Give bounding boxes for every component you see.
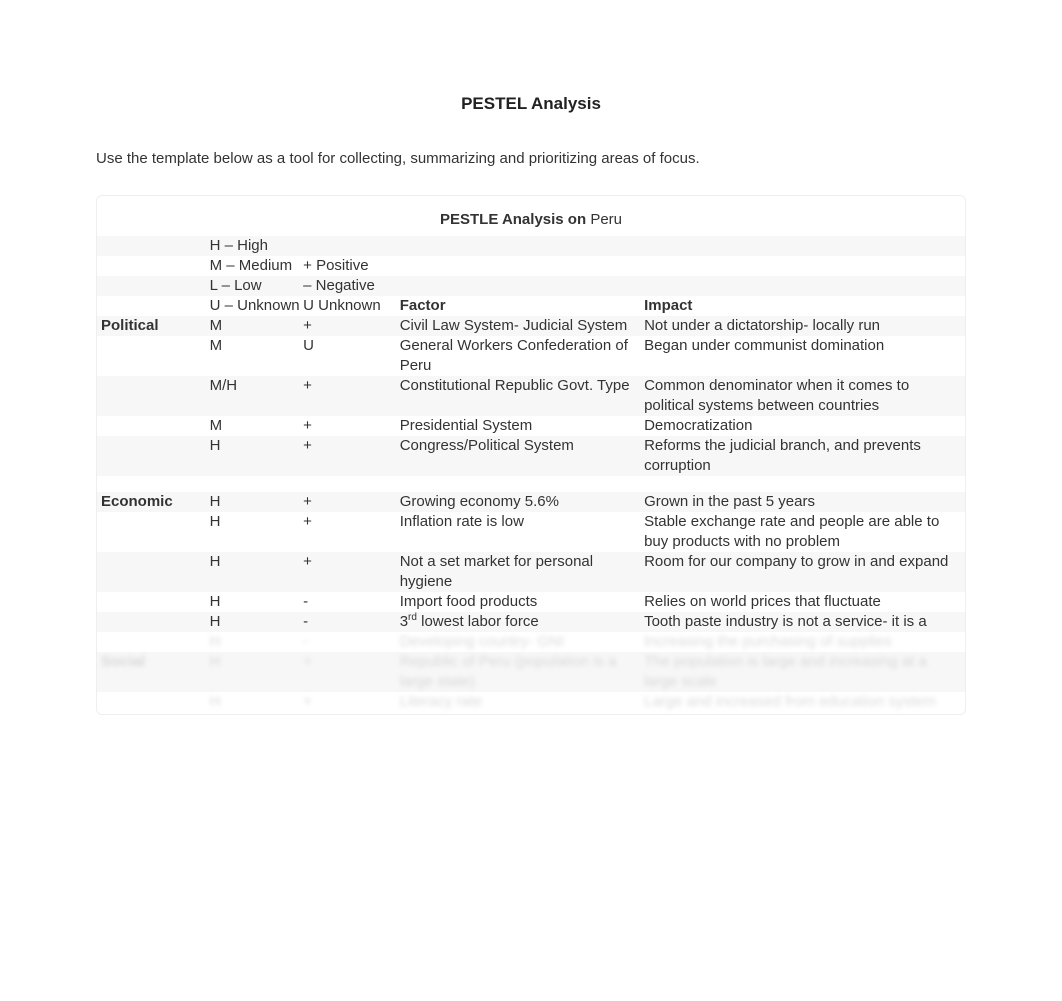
pestle-table-container: PESTLE Analysis on Peru H – High M – Med… xyxy=(96,195,966,715)
cell-factor: Import food products xyxy=(396,592,640,612)
cell-factor: Civil Law System- Judicial System xyxy=(396,316,640,336)
cell-rating: H xyxy=(206,552,300,592)
cell-rating: H xyxy=(206,436,300,476)
cell-sign: - xyxy=(299,592,396,612)
page-title: PESTEL Analysis xyxy=(96,94,966,114)
table-row: Economic H + Growing economy 5.6% Grown … xyxy=(97,492,965,512)
cell-factor: General Workers Confederation of Peru xyxy=(396,336,640,376)
table-row-faded: H - Developing country- GNI Increasing t… xyxy=(97,632,965,652)
cell-rating: H xyxy=(206,492,300,512)
cell-impact: Tooth paste industry is not a service- i… xyxy=(640,612,965,632)
cell-factor: Congress/Political System xyxy=(396,436,640,476)
table-row: H + Inflation rate is low Stable exchang… xyxy=(97,512,965,552)
cell-sign: + xyxy=(299,416,396,436)
cell-factor: Inflation rate is low xyxy=(396,512,640,552)
legend-h: H – High xyxy=(206,236,300,256)
cell-sign: + xyxy=(299,436,396,476)
cell-impact: Relies on world prices that fluctuate xyxy=(640,592,965,612)
legend-row: H – High xyxy=(97,236,965,256)
cell-sign: + xyxy=(299,552,396,592)
cell-factor: Growing economy 5.6% xyxy=(396,492,640,512)
caption-rest: Peru xyxy=(590,211,622,228)
cell-factor: Not a set market for personal hygiene xyxy=(396,552,640,592)
cell-factor: 3rd lowest labor force xyxy=(396,612,640,632)
cell-sign: + xyxy=(299,512,396,552)
cell-sign: + xyxy=(299,376,396,416)
table-row: Political M + Civil Law System- Judicial… xyxy=(97,316,965,336)
table-row: M + Presidential System Democratization xyxy=(97,416,965,436)
spacer-row xyxy=(97,476,965,492)
table-row: M/H + Constitutional Republic Govt. Type… xyxy=(97,376,965,416)
category-political: Political xyxy=(97,316,206,336)
table-row: M U General Workers Confederation of Per… xyxy=(97,336,965,376)
legend-blank xyxy=(299,236,396,256)
legend-positive: + Positive xyxy=(299,256,396,276)
cell-rating: M xyxy=(206,416,300,436)
table-row: H - Import food products Relies on world… xyxy=(97,592,965,612)
legend-m: M – Medium xyxy=(206,256,300,276)
cell-sign: - xyxy=(299,612,396,632)
header-impact: Impact xyxy=(640,296,965,316)
document-page: PESTEL Analysis Use the template below a… xyxy=(0,0,1062,715)
cell-factor: Presidential System xyxy=(396,416,640,436)
cell-rating: H xyxy=(206,592,300,612)
cell-impact: Stable exchange rate and people are able… xyxy=(640,512,965,552)
cell-impact: Began under communist domination xyxy=(640,336,965,376)
legend-header-row: U – Unknown U Unknown Factor Impact xyxy=(97,296,965,316)
caption-bold: PESTLE Analysis on xyxy=(440,211,590,228)
cell-sign: U xyxy=(299,336,396,376)
legend-u: U – Unknown xyxy=(206,296,300,316)
cell-impact: Democratization xyxy=(640,416,965,436)
cell-impact: Room for our company to grow in and expa… xyxy=(640,552,965,592)
table-row: H - 3rd lowest labor force Tooth paste i… xyxy=(97,612,965,632)
legend-negative: – Negative xyxy=(299,276,396,296)
cell-impact: Common denominator when it comes to poli… xyxy=(640,376,965,416)
cell-sign: + xyxy=(299,492,396,512)
cell-rating: H xyxy=(206,512,300,552)
cell-rating: M xyxy=(206,336,300,376)
legend-row: M – Medium + Positive xyxy=(97,256,965,276)
cell-factor: Constitutional Republic Govt. Type xyxy=(396,376,640,416)
legend-l: L – Low xyxy=(206,276,300,296)
table-row: H + Congress/Political System Reforms th… xyxy=(97,436,965,476)
category-economic: Economic xyxy=(97,492,206,512)
table-row: H + Not a set market for personal hygien… xyxy=(97,552,965,592)
cell-sign: + xyxy=(299,316,396,336)
intro-text: Use the template below as a tool for col… xyxy=(96,150,966,167)
header-factor: Factor xyxy=(396,296,640,316)
legend-unknown: U Unknown xyxy=(299,296,396,316)
table-row-faded: Social H + Republic of Peru (population … xyxy=(97,652,965,692)
cell-impact: Not under a dictatorship- locally run xyxy=(640,316,965,336)
table-row-faded: H + Literacy rate Large and increased fr… xyxy=(97,692,965,712)
legend-row: L – Low – Negative xyxy=(97,276,965,296)
pestle-table: PESTLE Analysis on Peru H – High M – Med… xyxy=(97,202,965,712)
cell-rating: M/H xyxy=(206,376,300,416)
cell-rating: M xyxy=(206,316,300,336)
cell-rating: H xyxy=(206,612,300,632)
cell-impact: Grown in the past 5 years xyxy=(640,492,965,512)
table-caption-row: PESTLE Analysis on Peru xyxy=(97,202,965,236)
cell-impact: Reforms the judicial branch, and prevent… xyxy=(640,436,965,476)
